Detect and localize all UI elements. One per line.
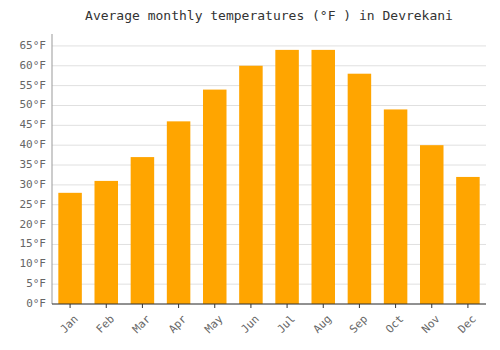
y-axis-line <box>52 34 53 304</box>
y-axis: 0°F 5°F 10°F 15°F 20°F 25°F 30°F 35°F 40°F 45°F 50… <box>20 34 53 310</box>
bar <box>275 50 299 304</box>
x-tick-label: Feb <box>94 313 117 336</box>
bars <box>58 50 479 304</box>
x-tick <box>359 304 360 308</box>
bar <box>384 109 408 304</box>
x-tick-label: Aug <box>311 313 334 336</box>
x-axis: Jan Feb Mar Apr May Jun Jul Aug Sep Oct Nov Dec <box>52 304 486 336</box>
grid-line <box>52 65 486 66</box>
x-tick-label: Nov <box>419 312 443 336</box>
y-tick-label: 0°F <box>26 297 46 310</box>
bar <box>94 181 118 304</box>
y-tick-label: 40°F <box>20 138 47 151</box>
y-tick-label: 50°F <box>20 98 47 111</box>
x-axis-line <box>52 303 486 304</box>
x-tick <box>250 304 251 308</box>
title: Average monthly temperatures (°F ) in De… <box>85 8 453 23</box>
y-tick-label: 35°F <box>20 158 47 171</box>
x-tick <box>395 304 396 308</box>
x-tick <box>178 304 179 308</box>
chart-container: 0°F 5°F 10°F 15°F 20°F 25°F 30°F 35°F 40°F 45°F 50… <box>0 0 500 350</box>
y-tick-label: 55°F <box>20 79 47 92</box>
y-tick-label: 5°F <box>26 277 46 290</box>
bar <box>311 50 335 304</box>
y-tick-label: 65°F <box>20 39 47 52</box>
bar <box>167 121 191 304</box>
x-tick-label: Jul <box>275 313 298 336</box>
x-tick-label: Mar <box>130 312 154 336</box>
grid-line <box>52 45 486 46</box>
grid-line <box>52 85 486 86</box>
bar <box>420 145 444 304</box>
bar <box>58 193 82 304</box>
y-tick-label: 10°F <box>20 257 47 270</box>
x-tick-label: Apr <box>166 312 190 336</box>
x-tick-label: May <box>202 312 226 336</box>
x-tick <box>214 304 215 308</box>
x-tick-label: Dec <box>455 313 478 336</box>
x-tick <box>142 304 143 308</box>
y-grid <box>52 46 486 304</box>
x-tick <box>431 304 432 308</box>
bar <box>203 90 227 304</box>
y-tick-label: 20°F <box>20 218 47 231</box>
x-tick-label: Jan <box>58 313 81 336</box>
x-tick <box>70 304 71 308</box>
x-tick-label: Sep <box>347 313 370 336</box>
bar <box>239 66 263 304</box>
x-tick <box>287 304 288 308</box>
bar <box>348 74 372 304</box>
grid-line <box>52 304 486 305</box>
x-tick <box>323 304 324 308</box>
bar <box>131 157 155 304</box>
y-tick-label: 30°F <box>20 178 47 191</box>
y-tick-label: 25°F <box>20 198 47 211</box>
y-tick-label: 45°F <box>20 118 47 131</box>
grid-line <box>52 105 486 106</box>
x-tick-label: Oct <box>383 313 406 336</box>
bar <box>456 177 480 304</box>
chart-svg: 0°F 5°F 10°F 15°F 20°F 25°F 30°F 35°F 40°F 45°F 50… <box>0 0 500 350</box>
y-tick-label: 60°F <box>20 59 47 72</box>
x-tick <box>467 304 468 308</box>
x-tick <box>106 304 107 308</box>
y-tick-label: 15°F <box>20 237 47 250</box>
grid-line <box>52 125 486 126</box>
x-tick-label: Jun <box>238 313 261 336</box>
